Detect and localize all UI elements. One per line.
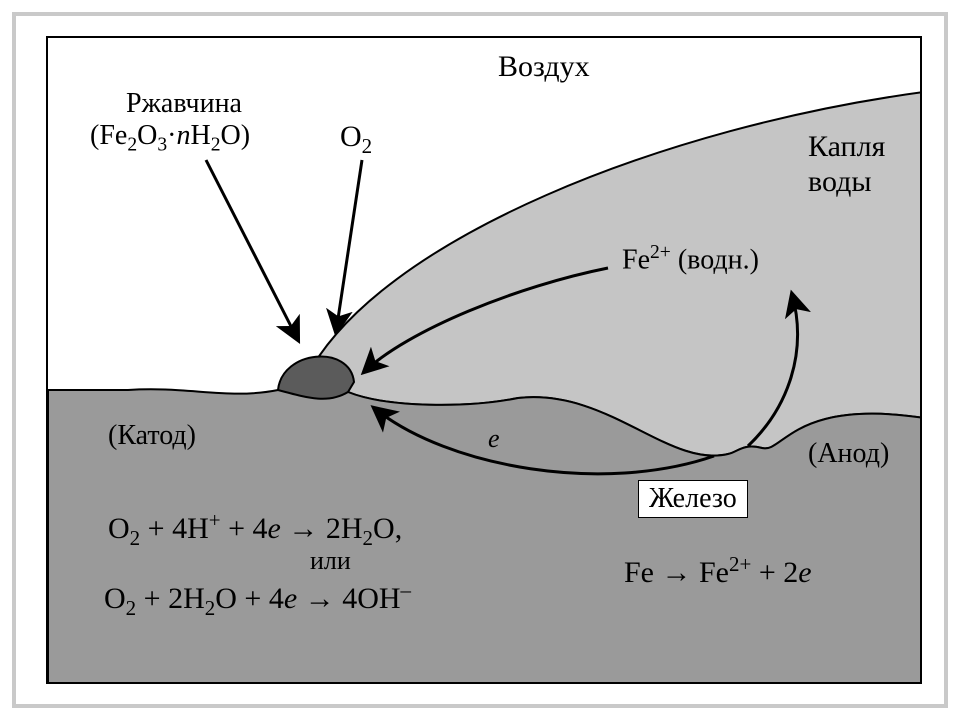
label-rust-1: Ржавчина: [126, 88, 242, 120]
label-fe2-aq: Fe2+ (водн.): [622, 242, 759, 277]
eq-cathode-1: O2 + 4H+ + 4e → 2H2O,: [108, 508, 402, 550]
rust-blob: [278, 357, 354, 399]
eq-anode: Fe → Fe2+ + 2e: [624, 552, 812, 591]
eq-or: или: [310, 546, 351, 576]
arrow-rust-label: [206, 160, 298, 340]
eq-cathode-2: O2 + 2H2O + 4e → 4OH–: [104, 578, 411, 620]
label-o2: O2: [340, 120, 372, 158]
label-rust-2: (Fe2O3·nH2O): [90, 120, 250, 157]
diagram-canvas: Воздух Ржавчина (Fe2O3·nH2O) O2 Капля во…: [46, 36, 922, 684]
label-iron-box: Железо: [638, 480, 748, 518]
label-electron: e: [488, 424, 500, 454]
label-cathode: (Катод): [108, 420, 196, 452]
label-air: Воздух: [498, 50, 590, 85]
arrow-o2: [336, 160, 362, 332]
label-water-drop: Капля воды: [808, 130, 885, 199]
label-anode: (Анод): [808, 438, 889, 470]
